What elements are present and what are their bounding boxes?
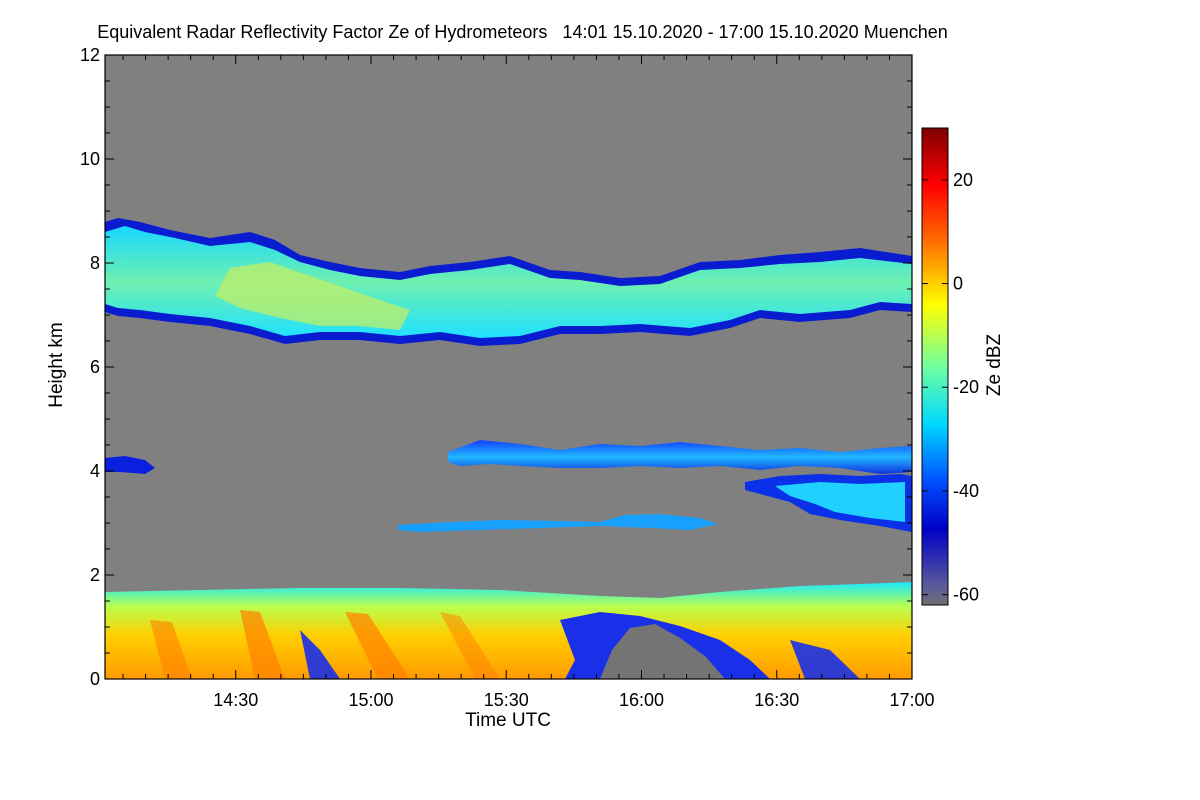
precipitation-gap-dark bbox=[600, 624, 725, 679]
y-tick-label: 10 bbox=[80, 149, 100, 169]
precipitation-gap-blue bbox=[300, 630, 340, 679]
y-axis-title: Height km bbox=[46, 322, 67, 408]
y-tick-label: 8 bbox=[90, 253, 100, 273]
precipitation-streak bbox=[150, 620, 192, 679]
y-tick-label: 6 bbox=[90, 357, 100, 377]
colorbar-tick-label: -20 bbox=[953, 377, 979, 397]
plot-background bbox=[105, 55, 912, 679]
mid-layer-fragment bbox=[105, 456, 155, 474]
lower-mid-layer-core bbox=[775, 482, 905, 522]
colorbar-tick-label: 20 bbox=[953, 170, 973, 190]
y-tick-label: 2 bbox=[90, 565, 100, 585]
precipitation-streak bbox=[240, 610, 285, 679]
colorbar-axis: 20 0 -20 -40 -60 bbox=[922, 170, 979, 605]
chart-title: Equivalent Radar Reflectivity Factor Ze … bbox=[97, 22, 948, 42]
x-tick-label: 16:30 bbox=[754, 690, 799, 710]
reflectivity-field bbox=[105, 218, 912, 679]
x-tick-label: 15:30 bbox=[484, 690, 529, 710]
precipitation-streak bbox=[345, 612, 410, 679]
precipitation-layer bbox=[105, 582, 912, 679]
y-axis: 0 2 4 6 8 10 12 bbox=[80, 45, 912, 689]
x-axis-title: Time UTC bbox=[465, 710, 551, 731]
x-tick-label: 15:00 bbox=[348, 690, 393, 710]
y-tick-label: 0 bbox=[90, 669, 100, 689]
colorbar-title: Ze dBZ bbox=[984, 333, 1005, 396]
colorbar bbox=[921, 127, 949, 606]
y-tick-label: 4 bbox=[90, 461, 100, 481]
upper-cloud-peak bbox=[215, 262, 410, 330]
thin-layer bbox=[398, 514, 718, 532]
y-tick-label: 12 bbox=[80, 45, 100, 65]
colorbar-tick-label: 0 bbox=[953, 274, 963, 294]
x-tick-label: 16:00 bbox=[619, 690, 664, 710]
mid-layer bbox=[448, 440, 912, 474]
x-tick-label: 14:30 bbox=[213, 690, 258, 710]
precipitation-streak bbox=[440, 612, 500, 679]
colorbar-tick-label: -60 bbox=[953, 585, 979, 605]
colorbar-tick-label: -40 bbox=[953, 481, 979, 501]
x-tick-label: 17:00 bbox=[889, 690, 934, 710]
x-axis: 14:30 15:00 15:30 16:00 16:30 17:00 bbox=[122, 55, 935, 710]
precipitation-gap-blue bbox=[790, 640, 860, 679]
